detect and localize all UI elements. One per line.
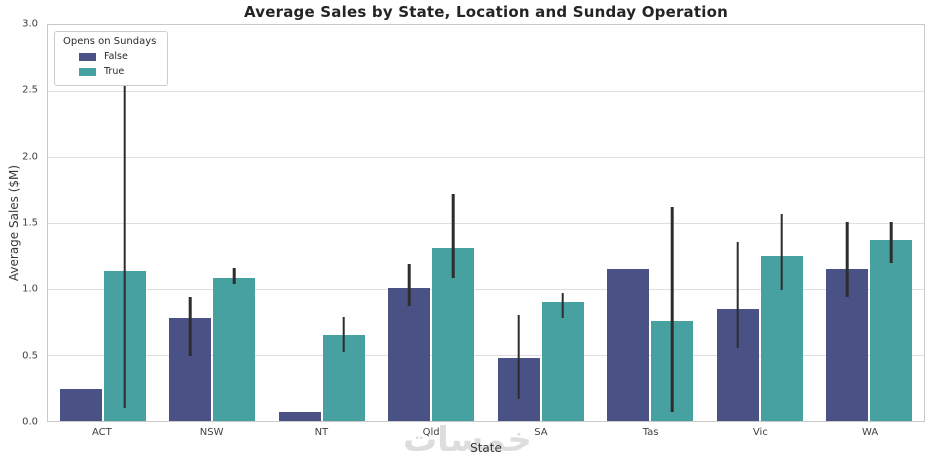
error-bar-Vic-False [736,241,740,349]
x-tick-label-NSW: NSW [199,427,224,438]
legend-entry-false: False [63,49,156,64]
error-bar-NT-True [342,316,346,353]
error-bar-NSW-True [232,267,236,284]
legend-label-true: True [104,66,125,77]
legend: Opens on Sundays False True [54,31,169,86]
bar-slot-Tas-True [651,25,694,421]
y-tick-label: 2.0 [22,151,38,163]
bar-group-SA [486,25,596,421]
bar-Tas-False [607,269,650,421]
error-bar-ACT-True [123,83,127,408]
error-bar-SA-True [561,292,565,319]
bar-slot-NT-False [278,25,321,421]
watermark: خمسات [403,420,532,460]
bar-slot-ACT-True [103,25,146,421]
y-tick-labels: 0.0 0.5 1.0 1.5 2.0 2.5 3.0 [0,19,42,428]
y-tick-label: 0.0 [22,416,38,428]
bar-NT-False [278,411,321,421]
gridline-2.5 [48,90,924,92]
error-bar-Qld-True [451,193,455,279]
error-bar-WA-False [845,221,849,297]
x-tick-label-ACT: ACT [91,427,112,438]
gridline-0.5 [48,355,924,356]
bar-slot-SA-True [541,25,584,421]
bar-WA-True [870,240,913,421]
plot-area: Opens on Sundays False True [47,24,925,422]
bar-group-Tas [596,25,706,421]
bar-slot-NSW-False [169,25,212,421]
y-tick-label: 3.0 [22,18,38,30]
bar-SA-True [541,302,584,421]
bar-slot-Qld-True [432,25,475,421]
error-bar-Vic-True [780,213,784,291]
x-axis-label: State [470,441,502,455]
x-tick-label-NT: NT [314,427,329,438]
bar-slot-NSW-True [213,25,256,421]
bar-slot-ACT-False [59,25,102,421]
error-bar-Qld-False [407,263,411,307]
legend-swatch-false [79,52,96,61]
bar-slot-Vic-False [716,25,759,421]
y-tick-label: 1.0 [22,283,38,295]
legend-swatch-true [79,67,96,76]
x-tick-label-Vic: Vic [752,427,768,438]
x-tick-label-Qld: Qld [422,427,440,438]
bar-slot-WA-True [870,25,913,421]
x-tick-label-Tas: Tas [642,427,659,438]
bar-slot-WA-False [826,25,869,421]
chart-title: Average Sales by State, Location and Sun… [244,3,728,21]
x-tick-label-SA: SA [534,427,548,438]
bar-slot-NT-True [322,25,365,421]
bar-group-WA [815,25,925,421]
y-tick-label: 2.5 [22,84,38,96]
bar-slot-SA-False [497,25,540,421]
bar-NSW-True [213,278,256,421]
bar-slot-Vic-True [760,25,803,421]
bar-Qld-False [388,287,431,421]
y-tick-label: 1.5 [22,217,38,229]
legend-title: Opens on Sundays [63,36,157,47]
legend-entry-true: True [63,64,156,79]
gridline-1.5 [48,223,924,224]
bar-slot-Qld-False [388,25,431,421]
error-bar-WA-True [889,221,893,263]
x-tick-label-WA: WA [862,427,879,438]
error-bar-SA-False [517,315,521,399]
bar-slot-Tas-False [607,25,650,421]
bar-group-Qld [377,25,487,421]
legend-label-false: False [104,51,128,62]
bar-group-NT [267,25,377,421]
gridline-2.0 [48,156,924,158]
y-tick-label: 0.5 [22,350,38,362]
gridline-1.0 [48,288,924,290]
error-bar-NSW-False [188,296,192,357]
x-tick-labels: ACT NSW NT Qld SA Tas Vic WA [47,427,925,438]
bar-groups-container [48,25,924,421]
bar-group-Vic [705,25,815,421]
bar-group-ACT [48,25,158,421]
error-bar-Tas-True [670,207,674,412]
bar-group-NSW [158,25,268,421]
bar-ACT-False [59,389,102,421]
